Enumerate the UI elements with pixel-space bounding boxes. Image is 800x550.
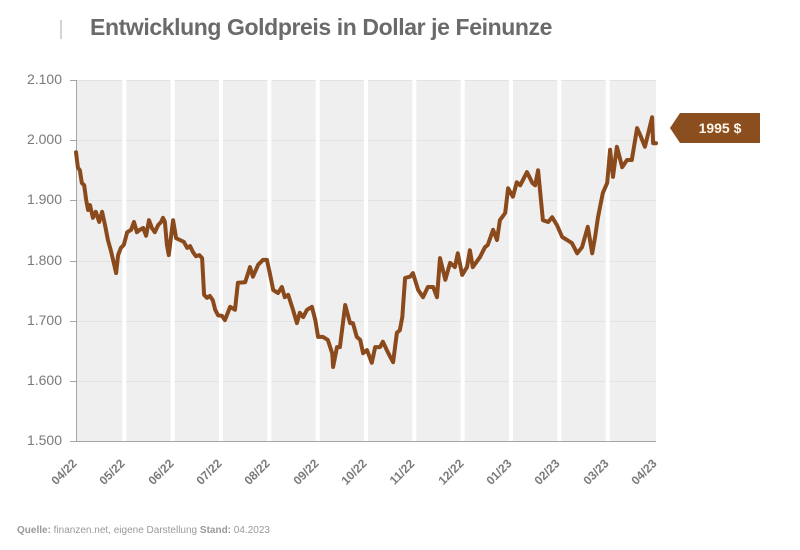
gold-price-line: [74, 115, 658, 369]
month-separator: [605, 80, 610, 441]
chart-title: Entwicklung Goldpreis in Dollar je Feinu…: [90, 14, 553, 40]
y-tick-label: 2.000: [26, 131, 62, 148]
month-separator: [315, 80, 320, 441]
y-tick-label: 2.100: [26, 71, 62, 87]
source-label: Quelle:: [17, 525, 51, 536]
month-separator: [557, 80, 562, 441]
source-footer: Quelle: finanzen.net, eigene Darstellung…: [17, 525, 270, 536]
y-tick-label: 1.600: [26, 371, 62, 388]
y-tick-label: 1.800: [26, 251, 62, 268]
y-tick-label: 1.700: [26, 311, 62, 328]
y-axis-ticks: [70, 80, 76, 442]
month-separator: [412, 80, 417, 441]
y-tick-label: 1.500: [26, 432, 62, 448]
y-tick-label: 1.900: [26, 191, 62, 208]
price-callout-label: 1995 $: [698, 120, 742, 136]
month-separator: [460, 80, 465, 441]
month-separator: [219, 80, 223, 441]
date-text: 04.2023: [231, 525, 270, 536]
title-accent-bar: [60, 20, 62, 39]
date-label: Stand:: [199, 525, 232, 536]
month-separator: [170, 80, 175, 441]
month-separators: [122, 80, 610, 441]
month-separator: [364, 80, 368, 441]
month-separator: [509, 80, 513, 441]
month-separator: [267, 80, 272, 441]
month-separator: [122, 80, 127, 441]
price-callout-box: [670, 113, 760, 143]
source-text: finanzen.net, eigene Darstellung: [50, 525, 200, 536]
